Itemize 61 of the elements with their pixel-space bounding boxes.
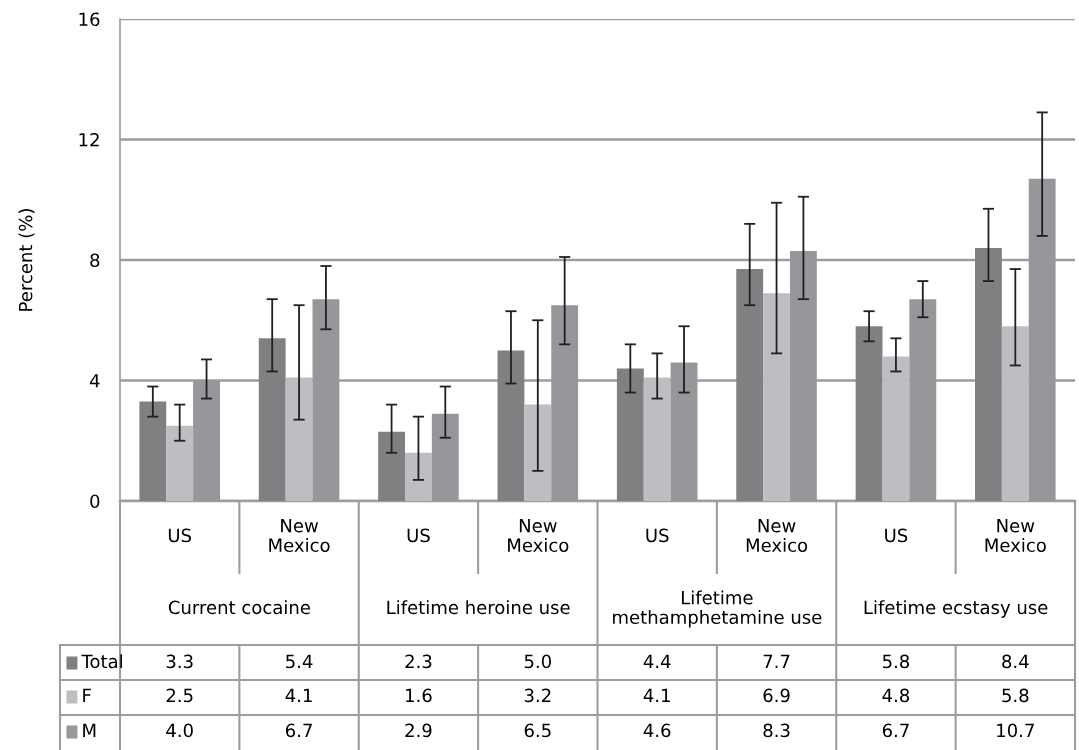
- y-tick-label: 0: [90, 494, 100, 509]
- data-label: 3.3: [166, 654, 193, 669]
- text: Lifetime ecstasy use: [864, 600, 1048, 618]
- data-label: 4.6: [643, 723, 671, 738]
- x-tick-label: New Mexico: [985, 519, 1046, 553]
- bar: [524, 404, 552, 501]
- data-label: 3.2: [524, 688, 551, 703]
- data-label: 4.4: [643, 654, 671, 668]
- data-label: 5.0: [524, 654, 551, 669]
- data-label: 1.6: [406, 688, 432, 703]
- bar: [166, 425, 194, 501]
- y-tick-label: 16: [79, 12, 100, 27]
- x-tick-label: US: [646, 528, 669, 543]
- data-label: 5.8: [1002, 688, 1029, 703]
- bar: [616, 368, 644, 501]
- data-label: 10.7: [997, 723, 1034, 738]
- data-label: 4.8: [882, 688, 910, 703]
- data-label: 4.1: [643, 688, 670, 702]
- legend-label: M: [83, 723, 96, 737]
- data-label: 6.7: [285, 723, 312, 738]
- x-tick-label: US: [885, 528, 908, 543]
- legend-label: F: [83, 688, 91, 702]
- y-tick-label: 12: [79, 132, 99, 147]
- data-label: 7.7: [763, 654, 790, 668]
- x-tick-label: New Mexico: [269, 519, 330, 553]
- data-label: 4.1: [285, 688, 312, 702]
- legend-label: Total: [81, 654, 122, 669]
- bar: [285, 377, 313, 501]
- bar: [643, 377, 671, 501]
- x-tick-label: New Mexico: [508, 519, 569, 553]
- bar: [763, 293, 790, 501]
- data-label: 6.5: [524, 723, 551, 738]
- bar: [1001, 326, 1029, 501]
- bar: [405, 452, 432, 501]
- bar: [139, 401, 167, 501]
- data-label: 5.8: [882, 654, 910, 669]
- y-tick-label: 4: [89, 374, 100, 388]
- x-tick-label: New Mexico: [746, 519, 808, 553]
- data-label: 2.3: [405, 654, 432, 669]
- bar: [975, 247, 1002, 501]
- bar: [378, 431, 406, 501]
- bar: [736, 269, 764, 501]
- data-label: 5.4: [286, 654, 313, 669]
- bar: [882, 356, 910, 501]
- data-label: 4.0: [166, 723, 193, 738]
- bar: [258, 338, 286, 501]
- x-tick-label: US: [407, 528, 430, 543]
- data-label: 2.5: [166, 688, 193, 703]
- data-label: 6.9: [763, 688, 790, 703]
- bar: [855, 326, 883, 501]
- y-tick-label: 8: [90, 253, 100, 268]
- bar: [497, 350, 525, 501]
- text: Current cocaine: [168, 600, 310, 615]
- data-label: 6.7: [882, 723, 909, 738]
- data-label: 2.9: [405, 723, 432, 738]
- y-axis-title: Percent (%): [18, 209, 35, 311]
- text: Lifetime heroine use: [387, 600, 570, 615]
- data-label: 8.4: [1002, 654, 1029, 669]
- data-label: 8.3: [763, 723, 790, 738]
- x-tick-label: US: [168, 528, 192, 543]
- text: Lifetime methamphetamine use: [613, 590, 822, 628]
